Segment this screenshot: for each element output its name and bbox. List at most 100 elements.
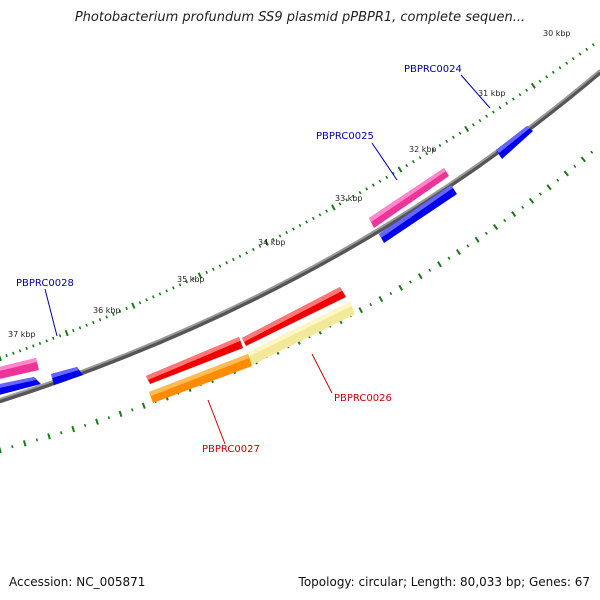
inner-ring-tick xyxy=(492,223,499,230)
outer-ruler-tick xyxy=(45,339,48,343)
outer-ruler-tick xyxy=(418,156,422,160)
gene-labels: PBPRC0024 PBPRC0025 PBPRC0028 PBPRC0026 … xyxy=(16,64,462,455)
inner-dotted-ring xyxy=(0,150,594,454)
inner-ring-tick xyxy=(71,425,76,433)
outer-ruler-tick xyxy=(165,289,168,293)
feature-pbprc0025-rna[interactable] xyxy=(369,168,449,228)
inner-ring-tick xyxy=(417,273,423,280)
inner-ring-tick xyxy=(556,178,560,182)
outer-ruler-tick xyxy=(464,125,470,133)
outer-ruler-tick xyxy=(558,66,562,70)
inner-ring-tick xyxy=(466,244,470,248)
inner-ring-tick xyxy=(0,446,2,454)
outer-ruler-tick xyxy=(551,70,555,74)
gene-label-pbprc0028[interactable]: PBPRC0028 xyxy=(16,278,74,289)
outer-ruler-tick xyxy=(197,272,203,279)
outer-ruler-tick xyxy=(498,106,502,110)
outer-ruler-tick xyxy=(231,257,235,262)
outer-ruler-tick xyxy=(245,251,249,255)
outer-ruler-tick xyxy=(358,191,362,195)
gene-label-pbprc0026[interactable]: PBPRC0026 xyxy=(334,393,392,404)
tick-label-35kbp: 35 kbp xyxy=(177,275,205,284)
outer-ruler-tick xyxy=(78,326,82,330)
outer-ruler-tick xyxy=(131,302,136,309)
backbone-circle xyxy=(0,69,600,404)
inner-ring-tick xyxy=(389,291,393,296)
outer-ruler-tick xyxy=(251,247,255,252)
outer-ruler-tick xyxy=(445,139,449,144)
outer-ruler-tick xyxy=(12,351,15,355)
inner-ring-tick xyxy=(573,164,577,168)
inner-ring-tick xyxy=(369,303,373,307)
feature-blue-cds-left[interactable] xyxy=(0,377,41,396)
inner-ring-tick xyxy=(546,184,552,191)
tick-label-31kbp: 31 kbp xyxy=(478,89,506,98)
tick-labels: 30 kbp 31 kbp 32 kbp 33 kbp 34 kbp 35 kb… xyxy=(8,29,571,339)
outer-ruler-tick xyxy=(152,295,155,299)
outer-ruler-tick xyxy=(351,194,355,199)
inner-ring-tick xyxy=(60,431,63,435)
outer-ruler-tick xyxy=(345,198,349,202)
outer-ruler-tick xyxy=(405,163,409,168)
outer-ruler-tick xyxy=(385,175,389,179)
label-leaders xyxy=(44,74,491,445)
outer-ruler-tick xyxy=(545,75,549,79)
outer-ruler-tick xyxy=(525,88,529,92)
outer-ruler-tick xyxy=(491,110,495,114)
outer-ruler-tick xyxy=(112,312,115,316)
inner-ring-tick xyxy=(118,410,123,418)
gene-label-pbprc0024[interactable]: PBPRC0024 xyxy=(404,64,462,75)
inner-ring-tick xyxy=(409,280,412,284)
outer-ruler-tick xyxy=(238,254,242,258)
outer-ruler-tick xyxy=(331,204,336,211)
outer-ruler-tick xyxy=(578,52,582,56)
inner-ring-tick xyxy=(563,170,569,177)
inner-ring-tick xyxy=(35,438,39,442)
inner-ring-tick xyxy=(107,416,111,420)
outer-ruler-tick xyxy=(32,344,35,348)
outer-ruler-tick xyxy=(205,270,209,275)
inner-ring-tick xyxy=(511,211,517,217)
outer-ruler-tick xyxy=(371,183,375,187)
outer-ruler-tick xyxy=(571,57,575,61)
inner-ring-tick xyxy=(484,231,488,235)
inner-ring-tick xyxy=(521,205,525,209)
outer-ruler-tick xyxy=(225,261,229,265)
inner-ring-tick xyxy=(47,433,51,440)
outer-ruler-tick xyxy=(325,209,329,213)
outer-ruler-tick xyxy=(172,286,175,290)
outer-ruler-tick xyxy=(518,93,522,97)
outer-ruler-tick xyxy=(264,239,269,246)
tick-label-36kbp: 36 kbp xyxy=(93,306,121,315)
outer-ruler-tick xyxy=(291,227,295,231)
inner-ring-tick xyxy=(428,268,432,272)
outer-ruler-tick xyxy=(585,47,589,51)
inner-ring-tick xyxy=(11,445,14,449)
outer-ruler-tick xyxy=(318,213,322,217)
outer-ruler-tick xyxy=(397,166,403,173)
gene-label-pbprc0027[interactable]: PBPRC0027 xyxy=(202,444,260,455)
feature-pbprc0028[interactable] xyxy=(51,367,83,385)
tick-label-32kbp: 32 kbp xyxy=(409,145,437,154)
outer-ruler-tick xyxy=(338,202,342,206)
outer-ruler-tick xyxy=(458,131,462,135)
inner-ring-tick xyxy=(437,261,442,268)
inner-ring-tick xyxy=(83,423,87,427)
outer-ruler-tick xyxy=(391,171,395,176)
outer-ruler-tick xyxy=(145,298,148,302)
outer-ruler-tick xyxy=(425,151,429,156)
inner-ring-tick xyxy=(378,296,384,303)
gene-label-pbprc0025[interactable]: PBPRC0025 xyxy=(316,131,374,142)
outer-ruler-tick xyxy=(218,264,222,268)
outer-ruler-tick xyxy=(511,97,515,101)
outer-ruler-tick xyxy=(38,341,42,345)
inner-ring-tick xyxy=(141,402,146,409)
forward-features xyxy=(0,126,533,396)
inner-ring-tick xyxy=(358,307,363,314)
outer-ruler-tick xyxy=(258,244,262,248)
outer-ruler-tick xyxy=(285,230,289,235)
feature-pbprc0024[interactable] xyxy=(496,126,533,159)
feature-blue-cds-33k[interactable] xyxy=(379,185,457,243)
outer-ruler-tick xyxy=(431,147,435,152)
